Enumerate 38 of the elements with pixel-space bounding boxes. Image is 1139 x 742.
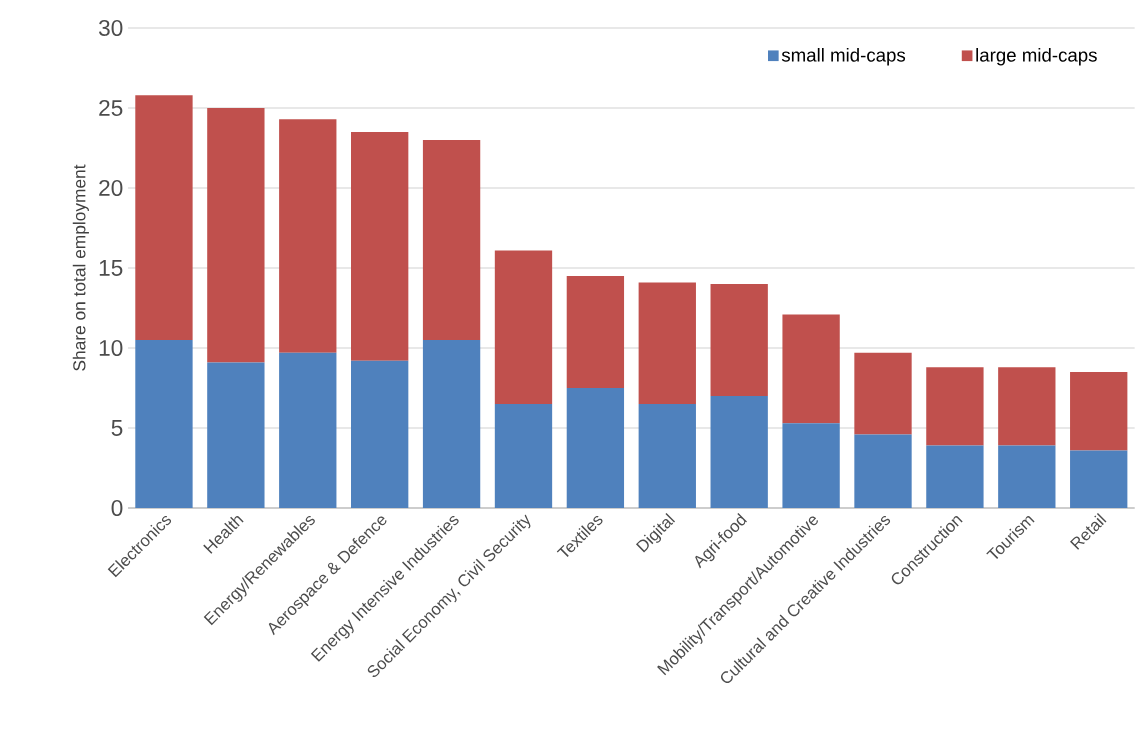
bar [494,250,553,404]
bar [566,387,625,508]
bar [926,445,984,508]
bar [1070,450,1128,508]
bar [782,423,840,508]
y-tick-label: 30 [98,19,123,37]
y-tick-label: 20 [99,179,123,197]
bar [638,403,696,508]
y-axis-title: Share on total employment [72,164,89,371]
bar [854,434,912,508]
y-tick-label: 0 [111,499,123,517]
bar [638,282,696,404]
bar [351,131,409,361]
legend-label: small mid-caps [781,47,906,66]
bar [566,275,625,388]
y-tick-label: 15 [99,260,123,276]
bar [207,107,265,363]
legend-label: large mid-caps [976,47,1097,66]
bar [998,445,1056,508]
bar [422,339,481,508]
bar [1070,371,1128,451]
y-tick-label: 25 [99,99,123,117]
y-tick-label: 10 [99,339,123,357]
bar [782,314,840,424]
bar [135,95,193,340]
bar [710,283,768,396]
bar [351,360,409,508]
bar [926,367,984,446]
bar [279,119,337,353]
bar [207,362,265,508]
y-tick-label: 5 [111,420,123,436]
bar [854,352,912,435]
bar [422,139,481,340]
bar [998,367,1056,446]
bar [710,395,768,508]
bar [494,403,553,508]
bar [135,339,193,508]
bar [279,352,337,508]
